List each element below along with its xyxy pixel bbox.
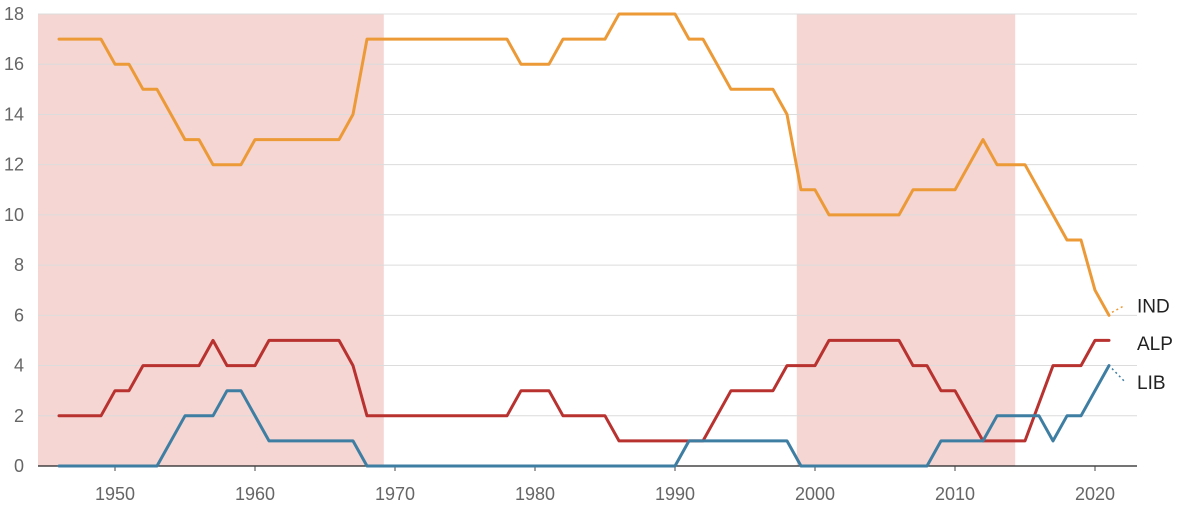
series-label-alp: ALP xyxy=(1137,334,1173,355)
x-tick-label: 1960 xyxy=(235,484,275,504)
shaded-period-1 xyxy=(796,14,1016,466)
y-tick-label: 6 xyxy=(14,305,24,325)
y-tick-label: 14 xyxy=(4,104,24,124)
x-tick-label: 2000 xyxy=(795,484,835,504)
y-axis-ticks: 0 2 4 6 8 10 12 14 16 18 xyxy=(4,4,24,476)
x-tick-label: 1950 xyxy=(95,484,135,504)
y-tick-label: 10 xyxy=(4,205,24,225)
x-tick-label: 1970 xyxy=(375,484,415,504)
y-tick-label: 0 xyxy=(14,456,24,476)
x-tick-label: 2020 xyxy=(1075,484,1115,504)
x-tick-label: 2010 xyxy=(935,484,975,504)
series-line-alp xyxy=(57,338,1111,443)
series-end-labels: IND ALP LIB xyxy=(1111,296,1173,394)
y-tick-label: 8 xyxy=(14,255,24,275)
series-label-lib: LIB xyxy=(1137,373,1166,394)
shaded-periods xyxy=(38,14,1016,466)
x-tick-label: 1980 xyxy=(515,484,555,504)
label-connector-lib xyxy=(1111,368,1126,383)
shaded-period-0 xyxy=(38,14,384,466)
x-tick-label: 1990 xyxy=(655,484,695,504)
y-tick-label: 18 xyxy=(4,4,24,24)
series-line-lib xyxy=(57,364,1111,468)
x-axis-ticks: 1950 1960 1970 1980 1990 2000 2010 2020 xyxy=(95,466,1115,504)
y-tick-label: 16 xyxy=(4,54,24,74)
series-lines xyxy=(57,12,1111,468)
y-tick-label: 4 xyxy=(14,356,24,376)
label-connector-ind xyxy=(1111,304,1126,313)
series-label-ind: IND xyxy=(1137,296,1170,317)
y-tick-label: 12 xyxy=(4,155,24,175)
series-line-ind xyxy=(57,12,1111,317)
y-tick-label: 2 xyxy=(14,406,24,426)
